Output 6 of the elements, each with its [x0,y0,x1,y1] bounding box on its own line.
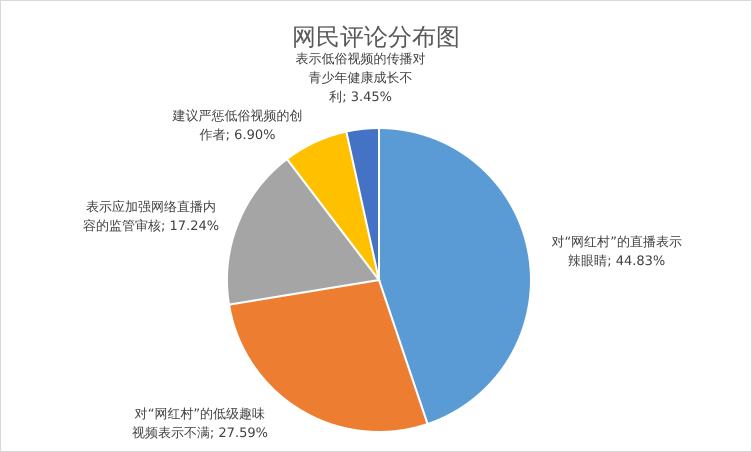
chart-title: 网民评论分布图 [291,22,461,52]
slice-label: 表示低俗视频的传播对青少年健康成长不利; 3.45% [294,50,427,107]
slice-label: 建议严惩低俗视频的创作者; 6.90% [172,108,304,145]
slice-label: 表示应加强网络直播内容的监管审核; 17.24% [82,199,220,236]
slice-label: 对“网红村”的低级趣味视频表示不满; 27.59% [130,406,269,443]
slice-label: 对“网红村”的直播表示辣眼睛; 44.83% [550,234,683,272]
